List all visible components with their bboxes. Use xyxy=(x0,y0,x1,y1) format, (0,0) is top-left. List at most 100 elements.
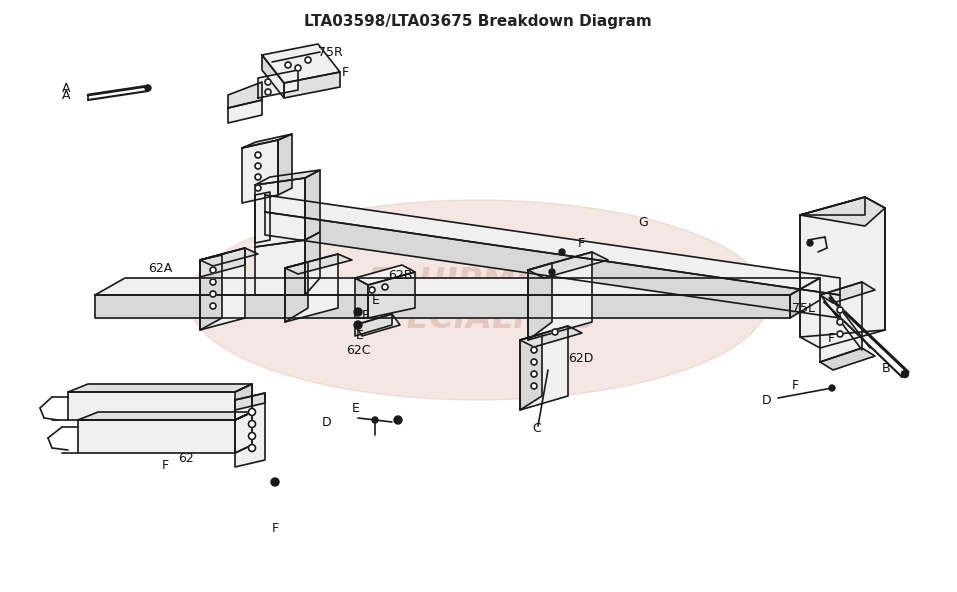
Polygon shape xyxy=(800,197,885,348)
Circle shape xyxy=(354,321,362,329)
Circle shape xyxy=(837,307,843,313)
Text: D: D xyxy=(322,416,332,429)
Circle shape xyxy=(549,269,555,275)
Polygon shape xyxy=(355,278,368,318)
Polygon shape xyxy=(820,348,875,370)
Text: 62: 62 xyxy=(178,452,193,465)
Text: A: A xyxy=(62,82,71,95)
Circle shape xyxy=(837,319,843,325)
Polygon shape xyxy=(800,197,885,226)
Polygon shape xyxy=(520,326,582,347)
Polygon shape xyxy=(78,412,252,420)
Polygon shape xyxy=(255,240,305,295)
Circle shape xyxy=(210,291,216,297)
Circle shape xyxy=(807,240,813,246)
Circle shape xyxy=(354,308,362,316)
Text: A: A xyxy=(62,88,71,101)
Circle shape xyxy=(210,267,216,273)
Polygon shape xyxy=(78,412,252,453)
Text: F: F xyxy=(578,236,585,249)
Polygon shape xyxy=(235,384,252,420)
Circle shape xyxy=(249,445,256,452)
Text: F: F xyxy=(272,522,279,535)
Polygon shape xyxy=(228,82,262,108)
Circle shape xyxy=(295,65,301,71)
Text: 75R: 75R xyxy=(318,46,343,59)
Circle shape xyxy=(305,57,311,63)
Text: E: E xyxy=(356,329,364,342)
Polygon shape xyxy=(305,232,320,295)
Polygon shape xyxy=(262,55,284,98)
Circle shape xyxy=(210,279,216,285)
Text: 62D: 62D xyxy=(568,352,593,365)
Polygon shape xyxy=(235,393,265,410)
Circle shape xyxy=(265,79,271,85)
Polygon shape xyxy=(278,134,292,195)
Text: F: F xyxy=(792,378,799,391)
Circle shape xyxy=(552,329,558,335)
Polygon shape xyxy=(235,393,265,467)
Polygon shape xyxy=(200,248,258,266)
Polygon shape xyxy=(235,412,252,453)
Polygon shape xyxy=(790,278,820,318)
Circle shape xyxy=(255,174,261,180)
Text: G: G xyxy=(638,215,648,229)
Circle shape xyxy=(145,85,151,91)
Circle shape xyxy=(559,249,565,255)
Text: EQUIPMENT: EQUIPMENT xyxy=(367,265,589,298)
Text: 62B: 62B xyxy=(388,269,412,282)
Text: 62C: 62C xyxy=(346,343,370,356)
Circle shape xyxy=(255,152,261,158)
Polygon shape xyxy=(355,314,392,336)
Polygon shape xyxy=(820,282,862,362)
Polygon shape xyxy=(285,262,308,322)
Text: 62A: 62A xyxy=(148,262,172,275)
Polygon shape xyxy=(255,192,270,243)
Polygon shape xyxy=(68,384,252,392)
Circle shape xyxy=(382,284,388,290)
Text: 75L: 75L xyxy=(792,301,815,314)
Circle shape xyxy=(255,185,261,191)
Circle shape xyxy=(249,420,256,427)
Polygon shape xyxy=(262,44,340,83)
Polygon shape xyxy=(820,282,875,303)
Circle shape xyxy=(531,371,537,377)
Text: F: F xyxy=(162,458,169,471)
Circle shape xyxy=(271,478,279,486)
Polygon shape xyxy=(265,212,840,318)
Polygon shape xyxy=(368,272,415,318)
Polygon shape xyxy=(528,252,592,340)
Polygon shape xyxy=(285,254,338,322)
Circle shape xyxy=(837,331,843,337)
Circle shape xyxy=(531,359,537,365)
Polygon shape xyxy=(520,334,542,410)
Polygon shape xyxy=(800,197,865,215)
Polygon shape xyxy=(528,263,552,340)
Polygon shape xyxy=(528,252,608,278)
Polygon shape xyxy=(200,248,245,277)
Polygon shape xyxy=(305,170,320,240)
Polygon shape xyxy=(228,100,262,123)
Circle shape xyxy=(372,417,378,423)
Circle shape xyxy=(369,287,375,293)
Polygon shape xyxy=(285,254,352,274)
Polygon shape xyxy=(258,70,298,98)
Circle shape xyxy=(394,416,402,424)
Text: F: F xyxy=(342,66,349,79)
Text: D: D xyxy=(762,394,771,407)
Circle shape xyxy=(249,408,256,416)
Polygon shape xyxy=(68,384,252,420)
Polygon shape xyxy=(355,265,415,285)
Text: F: F xyxy=(362,308,369,321)
Polygon shape xyxy=(255,178,305,247)
Circle shape xyxy=(285,62,291,68)
Polygon shape xyxy=(355,314,400,336)
Polygon shape xyxy=(242,140,278,203)
Polygon shape xyxy=(242,134,292,148)
Polygon shape xyxy=(200,248,245,330)
Text: LTA03598/LTA03675 Breakdown Diagram: LTA03598/LTA03675 Breakdown Diagram xyxy=(304,14,652,29)
Ellipse shape xyxy=(188,200,768,400)
Polygon shape xyxy=(265,195,840,295)
Text: SPECIALISTS: SPECIALISTS xyxy=(359,301,597,334)
Text: E: E xyxy=(352,401,360,414)
